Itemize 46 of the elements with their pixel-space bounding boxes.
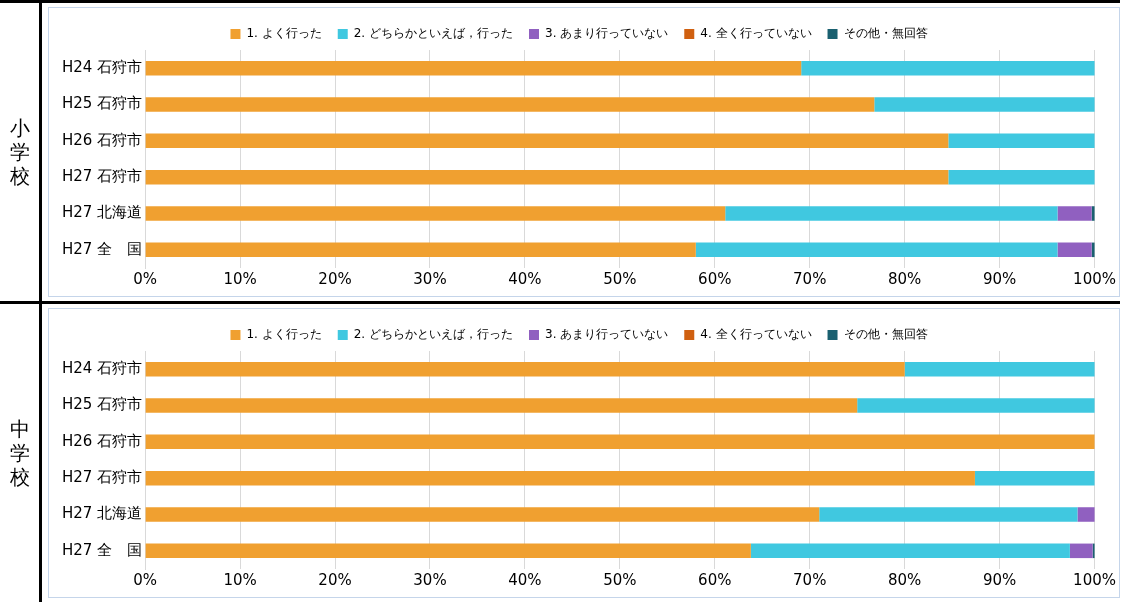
y-axis-title: 中学校 <box>9 417 30 489</box>
x-tick-label: 100% <box>1073 570 1116 589</box>
legend-label: 4. 全く行っていない <box>700 26 812 41</box>
x-tick-label: 50% <box>603 269 637 288</box>
legend-label: その他・無回答 <box>843 327 928 342</box>
legend-label: 3. あまり行っていない <box>545 327 669 342</box>
legend-label: 1. よく行った <box>246 327 322 342</box>
x-tick-label: 90% <box>982 269 1017 288</box>
x-tick-label: 50% <box>603 570 637 589</box>
x-tick-label: 80% <box>888 570 922 589</box>
x-tick-label: 70% <box>793 269 827 288</box>
x-tick-label: 10% <box>223 570 257 589</box>
x-tick-label: 100% <box>1073 269 1116 288</box>
x-tick-label: 40% <box>508 269 542 288</box>
y-tick-label: H27 北海道 <box>61 504 143 523</box>
y-tick-label: H26 石狩市 <box>61 431 143 450</box>
x-tick-label: 30% <box>413 570 447 589</box>
legend-label: 4. 全く行っていない <box>700 327 812 342</box>
legend-label: 1. よく行った <box>246 26 322 41</box>
x-tick-label: 0% <box>133 269 158 288</box>
x-tick-label: 70% <box>793 570 827 589</box>
y-tick-label: H25 石狩市 <box>61 94 143 113</box>
y-tick-label: H27 北海道 <box>61 203 143 222</box>
y-tick-label: H24 石狩市 <box>61 58 143 77</box>
y-tick-label: H26 石狩市 <box>61 130 143 149</box>
x-tick-label: 0% <box>133 570 158 589</box>
x-tick-label: 90% <box>982 570 1017 589</box>
y-tick-label: H27 全 国 <box>61 239 143 258</box>
legend-label: 2. どちらかといえば，行った <box>353 327 513 342</box>
legend-label: 2. どちらかといえば，行った <box>353 26 513 41</box>
y-tick-label: H25 石狩市 <box>61 395 143 414</box>
x-tick-label: 10% <box>223 269 257 288</box>
x-tick-label: 80% <box>888 269 922 288</box>
x-tick-label: 20% <box>318 570 352 589</box>
y-tick-label: H27 石狩市 <box>61 167 143 186</box>
y-tick-label: H27 全 国 <box>61 540 143 559</box>
y-axis-title: 小学校 <box>9 116 30 188</box>
y-tick-label: H27 石狩市 <box>61 468 143 487</box>
y-tick-label: H24 石狩市 <box>61 359 143 378</box>
x-tick-label: 20% <box>318 269 352 288</box>
x-tick-label: 60% <box>698 570 732 589</box>
x-tick-label: 40% <box>508 570 542 589</box>
legend-label: 3. あまり行っていない <box>545 26 669 41</box>
x-tick-label: 30% <box>413 269 447 288</box>
legend-label: その他・無回答 <box>843 26 928 41</box>
x-tick-label: 60% <box>698 269 732 288</box>
